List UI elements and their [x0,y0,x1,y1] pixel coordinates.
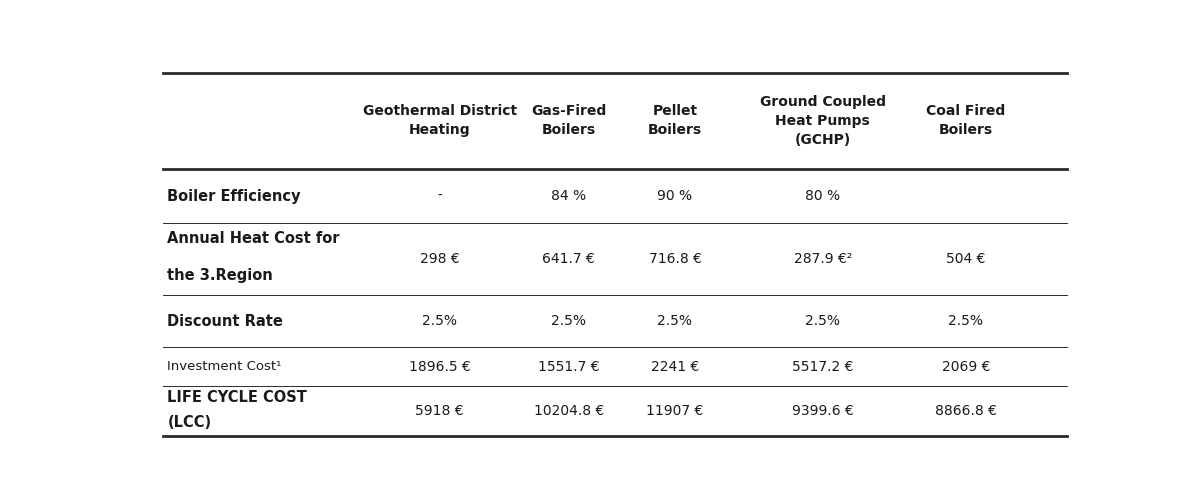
Text: 2.5%: 2.5% [657,314,692,328]
Text: 11907 €: 11907 € [647,404,704,418]
Text: 641.7 €: 641.7 € [542,252,596,266]
Text: 1896.5 €: 1896.5 € [409,360,470,374]
Text: Gas-Fired
Boilers: Gas-Fired Boilers [531,105,606,137]
Text: 298 €: 298 € [419,252,460,266]
Text: 2069 €: 2069 € [942,360,990,374]
Text: 84 %: 84 % [551,189,586,203]
Text: 2241 €: 2241 € [650,360,699,374]
Text: Pellet
Boilers: Pellet Boilers [648,105,701,137]
Text: -: - [437,189,442,203]
Text: 80 %: 80 % [805,189,840,203]
Text: the 3.Region: the 3.Region [167,268,273,282]
Text: Ground Coupled
Heat Pumps
(GCHP): Ground Coupled Heat Pumps (GCHP) [760,95,886,147]
Text: Geothermal District
Heating: Geothermal District Heating [362,105,517,137]
Text: 2.5%: 2.5% [805,314,840,328]
Text: Discount Rate: Discount Rate [167,314,283,329]
Text: LIFE CYCLE COST: LIFE CYCLE COST [167,390,307,405]
Text: Boiler Efficiency: Boiler Efficiency [167,188,301,203]
Text: Annual Heat Cost for: Annual Heat Cost for [167,231,339,246]
Text: 716.8 €: 716.8 € [649,252,701,266]
Text: 2.5%: 2.5% [422,314,457,328]
Text: 9399.6 €: 9399.6 € [792,404,854,418]
Text: Coal Fired
Boilers: Coal Fired Boilers [927,105,1005,137]
Text: 1551.7 €: 1551.7 € [538,360,599,374]
Text: 5918 €: 5918 € [416,404,463,418]
Text: 10204.8 €: 10204.8 € [534,404,604,418]
Text: 504 €: 504 € [946,252,985,266]
Text: 90 %: 90 % [657,189,692,203]
Text: Investment Cost¹: Investment Cost¹ [167,361,282,374]
Text: 8866.8 €: 8866.8 € [935,404,997,418]
Text: 2.5%: 2.5% [551,314,586,328]
Text: 2.5%: 2.5% [948,314,984,328]
Text: 287.9 €²: 287.9 €² [793,252,852,266]
Text: 5517.2 €: 5517.2 € [792,360,854,374]
Text: (LCC): (LCC) [167,415,212,430]
